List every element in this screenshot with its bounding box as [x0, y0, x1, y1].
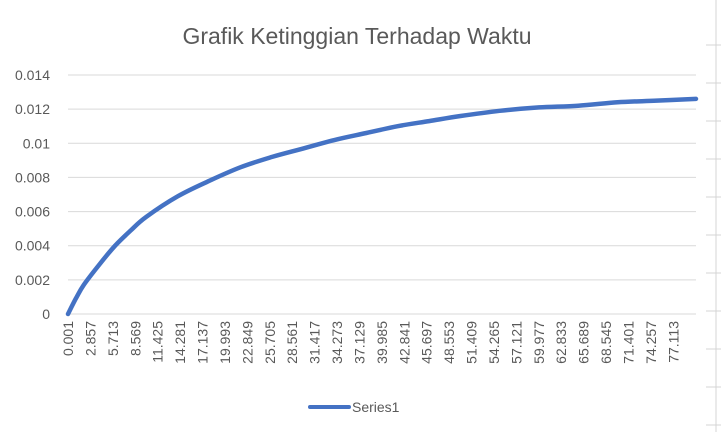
y-tick-label: 0.012	[15, 101, 50, 117]
grid	[68, 74, 696, 315]
x-tick-label: 14.281	[172, 321, 188, 364]
y-tick-label: 0.006	[15, 204, 50, 220]
x-tick-label: 8.569	[127, 321, 143, 356]
x-tick-label: 22.849	[239, 321, 255, 364]
legend-label-series1: Series1	[352, 399, 400, 415]
y-tick-label: 0.01	[23, 135, 50, 151]
x-tick-label: 0.001	[60, 321, 76, 356]
x-tick-label: 39.985	[374, 321, 390, 364]
x-tick-label: 62.833	[553, 321, 569, 364]
y-tick-label: 0.014	[15, 67, 50, 83]
chart-title: Grafik Ketinggian Terhadap Waktu	[182, 23, 531, 49]
x-tick-label: 19.993	[217, 321, 233, 364]
y-tick-label: 0.004	[15, 238, 50, 254]
y-tick-label: 0.008	[15, 169, 50, 185]
x-tick-label: 11.425	[150, 321, 166, 363]
x-tick-label: 77.113	[665, 321, 681, 363]
x-tick-label: 17.137	[195, 321, 211, 364]
plot-area	[65, 96, 699, 317]
x-tick-label: 74.257	[643, 321, 659, 364]
x-tick-label: 45.697	[419, 321, 435, 364]
legend: Series1	[308, 399, 400, 415]
x-tick-label: 54.265	[486, 321, 502, 364]
x-tick-label: 71.401	[620, 321, 636, 364]
x-axis: 0.001 2.857 5.713 8.569 11.425 14.281 17.137 19…	[60, 321, 681, 364]
x-tick-label: 59.977	[531, 321, 547, 364]
x-tick-label: 51.409	[464, 321, 480, 364]
series-line-series1	[65, 96, 699, 317]
x-tick-label: 31.417	[307, 321, 323, 364]
x-tick-label: 25.705	[262, 321, 278, 364]
x-tick-label: 57.121	[508, 321, 524, 364]
x-tick-label: 48.553	[441, 321, 457, 364]
x-tick-label: 37.129	[351, 321, 367, 364]
x-tick-label: 5.713	[105, 321, 121, 356]
x-tick-label: 34.273	[329, 321, 345, 364]
y-tick-label: 0	[42, 306, 50, 322]
x-tick-label: 65.689	[576, 321, 592, 364]
x-tick-label: 42.841	[396, 321, 412, 364]
y-tick-label: 0.002	[15, 272, 50, 288]
x-tick-label: 68.545	[598, 321, 614, 364]
y-axis: 0 0.002 0.004 0.006 0.008 0.01 0.012 0.014	[15, 67, 50, 322]
x-tick-label: 2.857	[82, 321, 98, 356]
x-tick-label: 28.561	[284, 321, 300, 364]
